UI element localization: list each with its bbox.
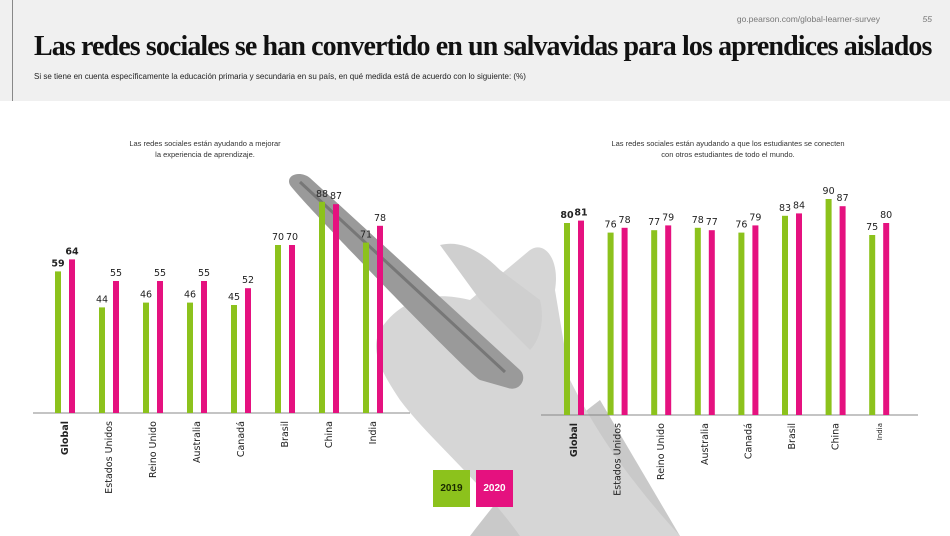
legend-2020: 2020: [476, 470, 513, 507]
bar-2020: [157, 281, 163, 413]
bar-2020: [752, 225, 759, 415]
bar-2020: [839, 206, 846, 415]
data-label: 46: [140, 290, 152, 301]
bar-2020: [289, 245, 295, 413]
bar-2019: [607, 232, 614, 415]
page-number: 55: [922, 14, 932, 24]
legend-label-2020: 2020: [483, 483, 506, 494]
category-label: Brasil: [787, 423, 798, 449]
bar-2019: [99, 307, 105, 413]
category-label: Reino Unido: [656, 423, 667, 480]
chart-title: Las redes sociales están ayudando a que …: [611, 139, 844, 148]
bar-2020: [578, 220, 584, 415]
data-label: 79: [749, 212, 761, 223]
page-subtitle: Si se tiene en cuenta específicamente la…: [34, 72, 526, 81]
bar-2019: [275, 245, 281, 413]
category-label: Brasil: [280, 421, 291, 447]
data-label: 76: [735, 220, 747, 231]
bar-2020: [708, 230, 715, 415]
data-label: 79: [662, 212, 674, 223]
bar-2019: [187, 302, 193, 413]
bar-2019: [363, 242, 369, 413]
bar-2020: [245, 288, 251, 413]
category-label: Global: [60, 421, 71, 455]
header: go.pearson.com/global-learner-survey 55 …: [0, 0, 950, 101]
data-label: 46: [184, 290, 196, 301]
data-label: 87: [837, 193, 849, 204]
data-label: 87: [330, 191, 342, 202]
category-label: Estados Unidos: [104, 421, 115, 494]
category-label: China: [324, 421, 335, 448]
data-label: 90: [823, 186, 835, 197]
data-label: 55: [154, 268, 166, 279]
bar-2020: [377, 225, 383, 413]
legend-label-2019: 2019: [440, 483, 463, 494]
bar-2020: [69, 259, 75, 413]
data-label: 83: [779, 203, 791, 214]
data-label: 77: [648, 217, 660, 228]
bar-2019: [825, 199, 832, 415]
bar-2019: [869, 235, 876, 415]
chart-title: Las redes sociales están ayudando a mejo…: [129, 139, 281, 148]
chart-title: la experiencia de aprendizaje.: [155, 150, 255, 159]
data-label: 64: [65, 246, 79, 257]
category-label: Estados Unidos: [613, 423, 624, 496]
category-label: Australia: [700, 423, 711, 465]
bar-2020: [333, 204, 339, 413]
data-label: 80: [880, 210, 892, 221]
category-label: India: [368, 421, 379, 444]
data-label: 70: [286, 232, 298, 243]
data-label: 80: [560, 210, 574, 221]
data-label: 78: [692, 215, 704, 226]
category-label: Australia: [192, 421, 203, 463]
data-label: 45: [228, 292, 240, 303]
category-label: Canadá: [236, 421, 247, 457]
data-label: 84: [793, 200, 805, 211]
data-label: 55: [110, 268, 122, 279]
bar-2019: [143, 302, 149, 413]
data-label: 55: [198, 268, 210, 279]
data-label: 81: [574, 208, 587, 219]
bar-2019: [231, 305, 237, 413]
data-label: 59: [51, 258, 64, 269]
bar-2020: [665, 225, 672, 415]
survey-link[interactable]: go.pearson.com/global-learner-survey: [736, 14, 880, 24]
page-title: Las redes sociales se han convertido en …: [34, 31, 932, 62]
data-label: 75: [866, 222, 878, 233]
legend-2019: 2019: [433, 470, 470, 507]
chart-title: con otros estudiantes de todo el mundo.: [661, 150, 794, 159]
bar-2020: [883, 223, 890, 415]
bar-2020: [796, 213, 802, 415]
category-label: Reino Unido: [148, 421, 159, 478]
data-label: 78: [619, 215, 631, 226]
data-label: 52: [242, 275, 254, 286]
bar-2019: [782, 215, 788, 415]
bar-2019: [651, 230, 658, 415]
category-label: Global: [569, 423, 580, 457]
data-label: 44: [96, 294, 108, 305]
data-label: 76: [605, 220, 617, 231]
bar-2019: [694, 227, 701, 415]
category-label: Canadá: [743, 423, 754, 459]
data-label: 88: [316, 189, 328, 200]
bar-2019: [319, 201, 325, 413]
bar-2020: [113, 281, 119, 413]
bar-2019: [55, 271, 61, 413]
bar-2019: [564, 223, 570, 415]
data-label: 70: [272, 232, 284, 243]
bar-2019: [738, 232, 745, 415]
data-label: 71: [360, 230, 372, 241]
bar-2020: [621, 227, 628, 415]
category-label: India: [876, 423, 884, 440]
category-label: China: [831, 423, 842, 450]
divider: [12, 0, 13, 101]
data-label: 78: [374, 213, 386, 224]
data-label: 77: [706, 217, 718, 228]
bar-2020: [201, 281, 207, 413]
